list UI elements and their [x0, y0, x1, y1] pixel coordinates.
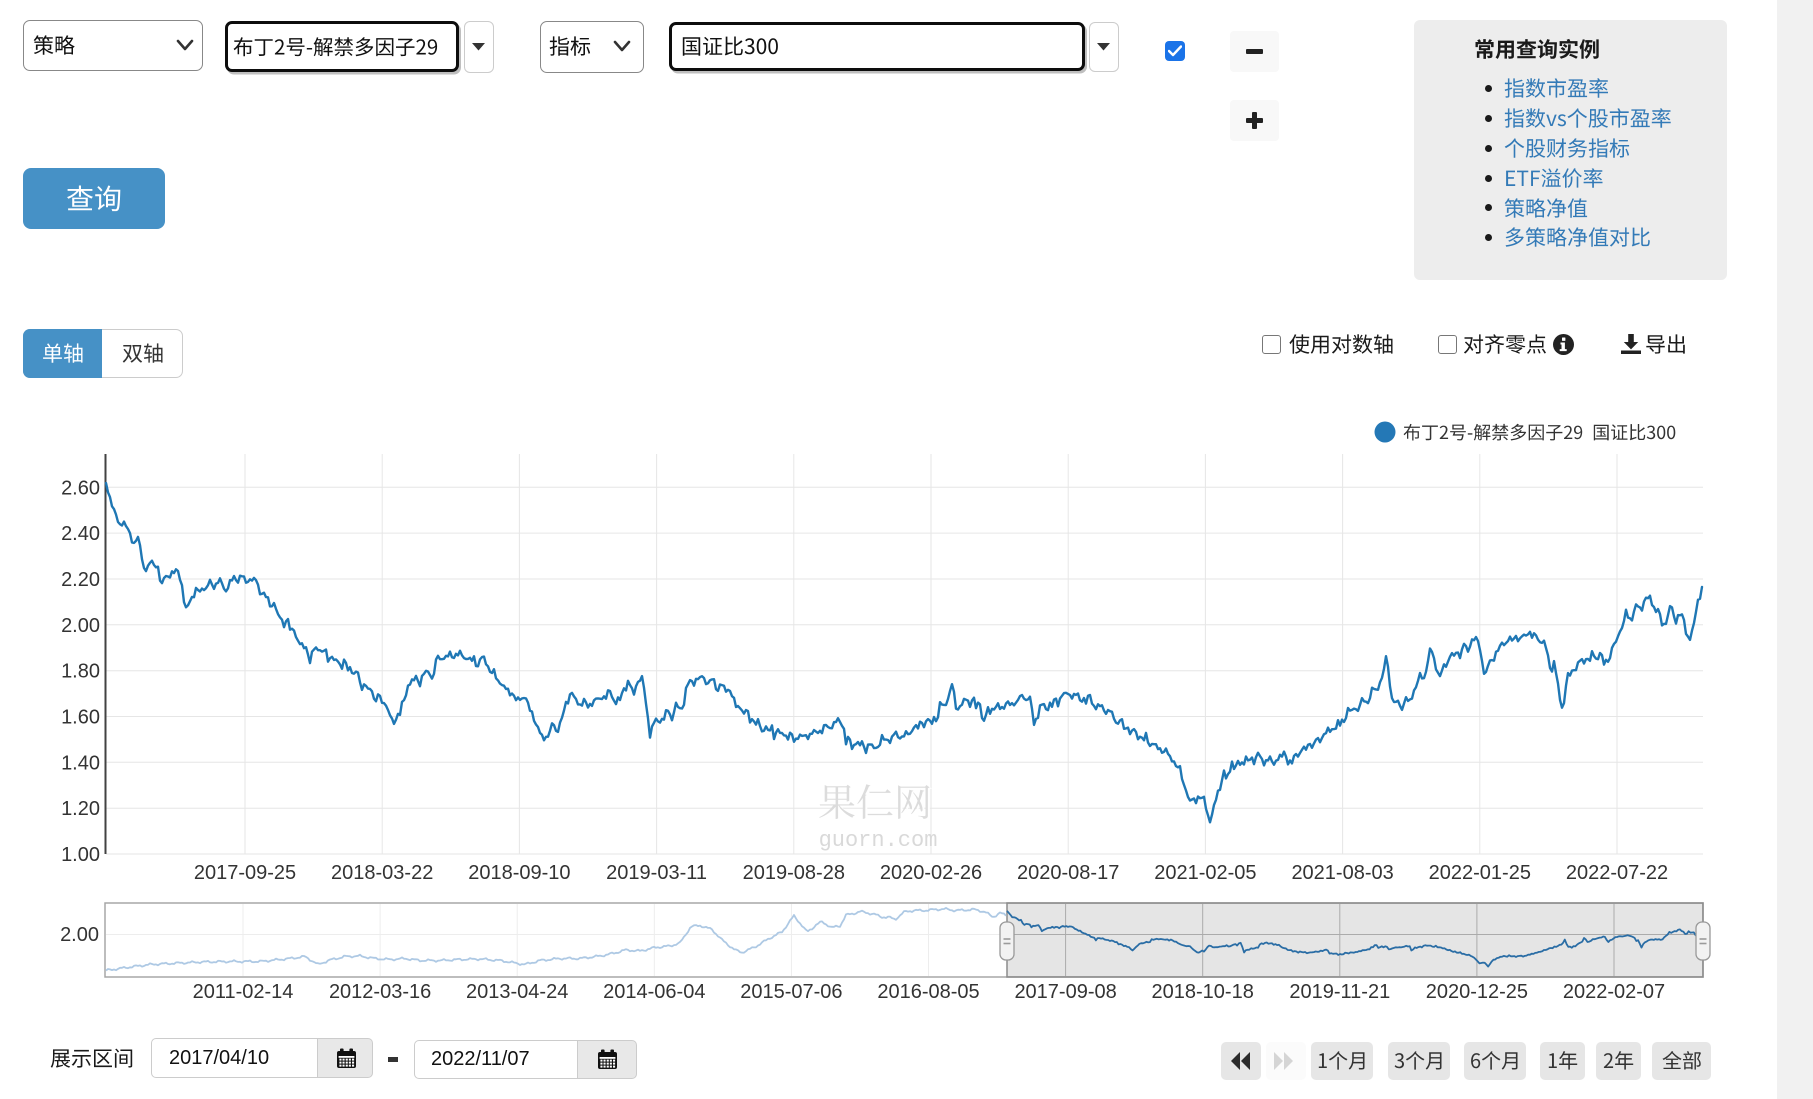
svg-text:2.60: 2.60 [61, 477, 100, 499]
svg-text:2011-02-14: 2011-02-14 [193, 981, 294, 1003]
svg-text:1.80: 1.80 [61, 661, 100, 683]
svg-text:2020-08-17: 2020-08-17 [1017, 862, 1119, 884]
svg-text:1.20: 1.20 [61, 798, 100, 820]
svg-text:2013-04-24: 2013-04-24 [466, 981, 568, 1003]
svg-text:2016-08-05: 2016-08-05 [877, 981, 979, 1003]
svg-text:2019-08-28: 2019-08-28 [743, 862, 845, 884]
svg-text:2021-08-03: 2021-08-03 [1291, 862, 1393, 884]
svg-text:2021-02-05: 2021-02-05 [1154, 862, 1256, 884]
svg-text:2017-09-08: 2017-09-08 [1014, 981, 1116, 1003]
svg-text:2.20: 2.20 [61, 569, 100, 591]
svg-text:2022-07-22: 2022-07-22 [1566, 862, 1668, 884]
svg-text:1.00: 1.00 [61, 844, 100, 866]
svg-text:2017-09-25: 2017-09-25 [194, 862, 296, 884]
svg-text:2019-11-21: 2019-11-21 [1289, 981, 1390, 1003]
svg-text:2.00: 2.00 [61, 615, 100, 637]
svg-text:2018-03-22: 2018-03-22 [331, 862, 433, 884]
svg-text:2.40: 2.40 [61, 523, 100, 545]
svg-text:2018-10-18: 2018-10-18 [1152, 981, 1254, 1003]
svg-text:1.60: 1.60 [61, 707, 100, 729]
svg-text:2022-01-25: 2022-01-25 [1429, 862, 1531, 884]
svg-text:2019-03-11: 2019-03-11 [606, 862, 707, 884]
svg-text:2020-12-25: 2020-12-25 [1426, 981, 1528, 1003]
svg-text:2014-06-04: 2014-06-04 [603, 981, 705, 1003]
svg-text:2020-02-26: 2020-02-26 [880, 862, 982, 884]
svg-text:2018-09-10: 2018-09-10 [468, 862, 570, 884]
svg-text:1.40: 1.40 [61, 752, 100, 774]
svg-text:2.00: 2.00 [60, 924, 99, 946]
svg-text:2012-03-16: 2012-03-16 [329, 981, 431, 1003]
svg-text:2015-07-06: 2015-07-06 [740, 981, 842, 1003]
svg-text:2022-02-07: 2022-02-07 [1563, 981, 1665, 1003]
